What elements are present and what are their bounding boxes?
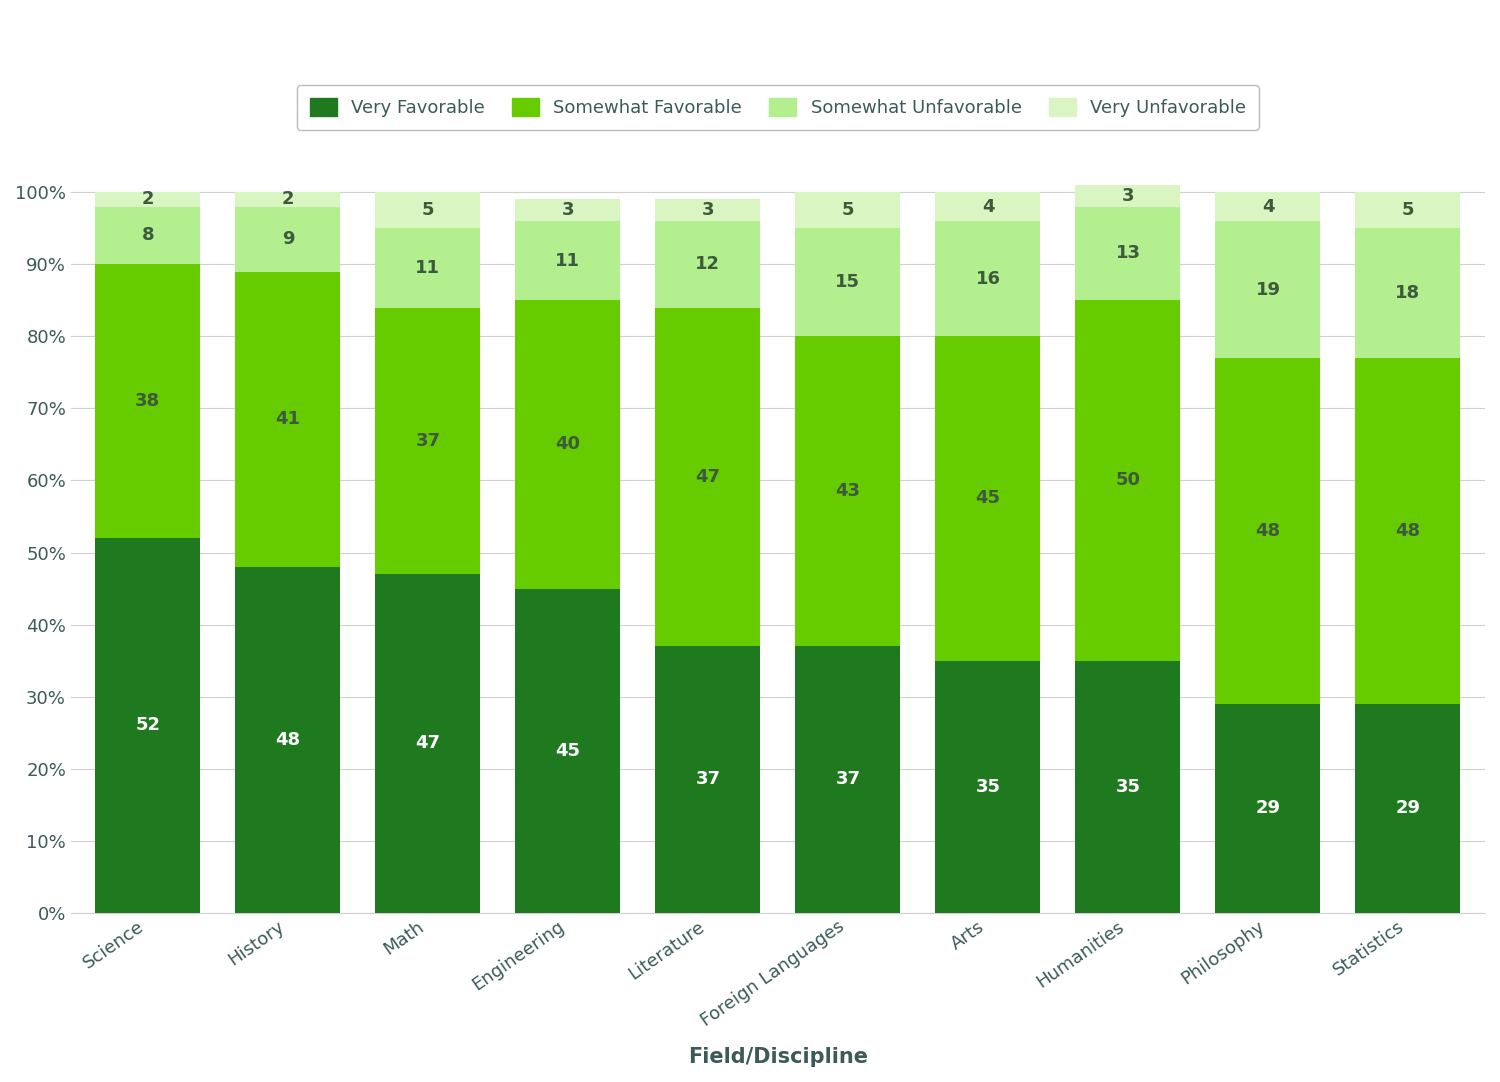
Bar — [656, 307, 760, 646]
Text: 15: 15 — [836, 274, 861, 291]
Bar — [236, 193, 340, 207]
Bar — [1076, 207, 1180, 301]
Text: 41: 41 — [276, 410, 300, 428]
Bar — [516, 301, 621, 589]
Text: 40: 40 — [555, 435, 580, 453]
Bar — [96, 193, 201, 207]
Text: 4: 4 — [981, 198, 994, 215]
Text: 37: 37 — [416, 432, 441, 450]
Bar — [1076, 301, 1180, 661]
X-axis label: Field/Discipline: Field/Discipline — [688, 1047, 868, 1067]
Bar — [795, 646, 900, 913]
Bar — [936, 221, 1041, 337]
Bar — [656, 646, 760, 913]
Text: 13: 13 — [1116, 245, 1140, 263]
Text: 35: 35 — [975, 778, 1000, 795]
Text: 47: 47 — [696, 467, 720, 486]
Bar — [1076, 661, 1180, 913]
Bar — [795, 228, 900, 337]
Text: 48: 48 — [1256, 522, 1281, 540]
Bar — [236, 567, 340, 913]
Bar — [96, 538, 201, 913]
Text: 29: 29 — [1256, 800, 1281, 817]
Bar — [1356, 193, 1461, 228]
Text: 3: 3 — [702, 201, 714, 220]
Bar — [236, 207, 340, 272]
Bar — [656, 199, 760, 221]
Text: 2: 2 — [141, 190, 154, 209]
Bar — [375, 307, 480, 575]
Legend: Very Favorable, Somewhat Favorable, Somewhat Unfavorable, Very Unfavorable: Very Favorable, Somewhat Favorable, Some… — [297, 84, 1258, 130]
Text: 4: 4 — [1262, 198, 1274, 215]
Text: 3: 3 — [561, 201, 574, 220]
Text: 5: 5 — [1401, 201, 1414, 220]
Text: 38: 38 — [135, 392, 160, 410]
Bar — [656, 221, 760, 307]
Bar — [96, 264, 201, 538]
Bar — [375, 228, 480, 307]
Text: 5: 5 — [422, 201, 434, 220]
Text: 50: 50 — [1116, 472, 1140, 489]
Bar — [1215, 221, 1320, 358]
Text: 12: 12 — [696, 255, 720, 274]
Bar — [795, 193, 900, 228]
Bar — [516, 589, 621, 913]
Text: 3: 3 — [1122, 187, 1134, 204]
Text: 45: 45 — [555, 741, 580, 760]
Bar — [1215, 358, 1320, 703]
Text: 35: 35 — [1116, 778, 1140, 795]
Bar — [96, 207, 201, 264]
Text: 8: 8 — [141, 226, 154, 245]
Text: 45: 45 — [975, 489, 1000, 507]
Bar — [375, 193, 480, 228]
Text: 9: 9 — [282, 230, 294, 248]
Text: 5: 5 — [842, 201, 854, 220]
Bar — [795, 337, 900, 646]
Bar — [1356, 703, 1461, 913]
Text: 18: 18 — [1395, 285, 1420, 302]
Bar — [1215, 193, 1320, 221]
Text: 48: 48 — [276, 730, 300, 749]
Text: 11: 11 — [555, 252, 580, 269]
Text: 37: 37 — [696, 770, 720, 789]
Bar — [1356, 228, 1461, 358]
Bar — [375, 575, 480, 913]
Bar — [236, 272, 340, 567]
Bar — [1215, 703, 1320, 913]
Text: 47: 47 — [416, 735, 441, 752]
Bar — [516, 199, 621, 221]
Text: 11: 11 — [416, 259, 441, 277]
Bar — [516, 221, 621, 301]
Text: 43: 43 — [836, 483, 861, 500]
Bar — [936, 661, 1041, 913]
Text: 19: 19 — [1256, 280, 1281, 299]
Text: 37: 37 — [836, 770, 861, 789]
Bar — [1076, 185, 1180, 207]
Bar — [936, 193, 1041, 221]
Text: 52: 52 — [135, 716, 160, 735]
Bar — [936, 337, 1041, 661]
Text: 29: 29 — [1395, 800, 1420, 817]
Text: 16: 16 — [975, 269, 1000, 288]
Bar — [1356, 358, 1461, 703]
Text: 2: 2 — [282, 190, 294, 209]
Text: 48: 48 — [1395, 522, 1420, 540]
